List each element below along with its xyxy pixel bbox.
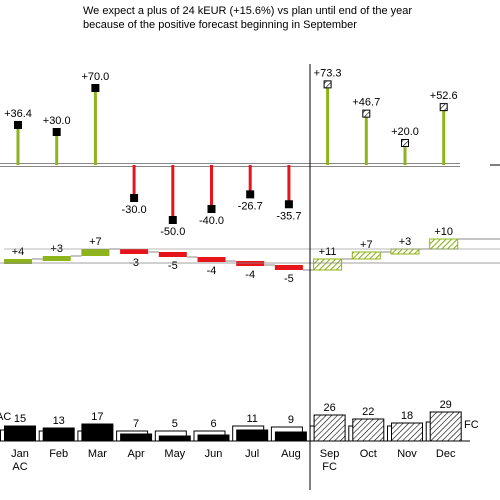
- pin-label: +46.7: [352, 97, 380, 109]
- waterfall-bar: [429, 238, 459, 250]
- pin-label: -30.0: [122, 204, 147, 216]
- waterfall-label: +10: [434, 226, 453, 238]
- pin-head: [439, 103, 448, 112]
- waterfall-bar: [42, 256, 71, 261]
- value-label: 6: [210, 418, 216, 430]
- pin-head: [284, 200, 293, 209]
- value-bar: [391, 422, 423, 442]
- waterfall-label: +11: [319, 246, 337, 258]
- waterfall-label: +7: [360, 239, 373, 251]
- category-label: Jan: [11, 448, 29, 460]
- monthly-bars: 15 13 17 7 5 6 11 9 26 22 18 29 AC FC: [0, 399, 479, 442]
- pin-label: +30.0: [43, 115, 71, 127]
- waterfall-bar: [4, 259, 32, 264]
- value-bar: [352, 418, 385, 442]
- value-label: 13: [53, 415, 65, 427]
- value-bar: [236, 429, 269, 442]
- waterfall-bar: [81, 249, 110, 256]
- pin-head: [323, 80, 332, 89]
- value-bar: [313, 414, 346, 442]
- category-label: May: [164, 448, 185, 460]
- waterfall-bar: [158, 252, 187, 257]
- pin-label: +70.0: [81, 71, 109, 83]
- value-bar: [158, 435, 191, 442]
- waterfall-label: +4: [12, 246, 25, 258]
- value-label: 22: [362, 406, 374, 418]
- category-label: Oct: [360, 448, 377, 460]
- category-label: Mar: [88, 448, 107, 460]
- pin-label: +73.3: [314, 67, 342, 79]
- waterfall-label: -5: [168, 260, 178, 272]
- value-bar: [81, 423, 114, 442]
- category-label: Nov: [397, 448, 417, 460]
- pin-label: -26.7: [238, 200, 263, 212]
- waterfall-bar: [274, 265, 303, 270]
- value-label: 29: [440, 399, 452, 411]
- headline-line-1: We expect a plus of 24 kEUR (+15.6%) vs …: [83, 5, 412, 17]
- pin-label: -35.7: [276, 210, 301, 222]
- value-label: 18: [401, 410, 413, 422]
- value-label: 9: [288, 414, 294, 426]
- category-label: Jul: [245, 448, 259, 460]
- value-label: 17: [91, 411, 103, 423]
- category-label: Aug: [281, 448, 301, 460]
- pin-label: +52.6: [430, 90, 458, 102]
- waterfall-bar: [390, 248, 420, 255]
- waterfall-label: +3: [399, 236, 412, 248]
- waterfall-label: -4: [245, 269, 255, 281]
- waterfall-bar: [313, 258, 343, 271]
- pin-head: [207, 205, 216, 213]
- value-bar: [4, 425, 36, 442]
- waterfall-label: -4: [207, 265, 217, 277]
- pin-label: -50.0: [160, 226, 185, 238]
- waterfall-bar: [351, 251, 381, 260]
- tag-ac-left: AC: [0, 411, 11, 423]
- pin-label: +20.0: [391, 126, 419, 138]
- value-label: 5: [172, 418, 178, 430]
- category-label: Feb: [49, 448, 68, 460]
- value-label: 26: [323, 402, 335, 414]
- value-bar: [274, 431, 307, 442]
- category-label: Jun: [205, 448, 223, 460]
- value-label: 7: [133, 418, 139, 430]
- waterfall-label: -5: [284, 273, 294, 285]
- pin-head: [168, 216, 177, 224]
- value-label: 15: [14, 413, 26, 425]
- waterfall-label: +7: [89, 236, 102, 248]
- value-bar: [120, 433, 153, 442]
- category-label: Dec: [436, 448, 456, 460]
- pin-label: -40.0: [199, 215, 224, 227]
- tag-fc-right: FC: [464, 419, 479, 431]
- value-bar: [197, 434, 230, 442]
- pin-head: [362, 109, 371, 118]
- pin-head: [91, 84, 100, 92]
- pin-head: [52, 128, 61, 136]
- pin-head: [14, 120, 22, 129]
- headline-line-2: because of the positive forecast beginni…: [83, 19, 357, 31]
- category-sublabel: AC: [12, 461, 27, 473]
- cumulative-waterfall: +4 +3+7-3 -5 -4 -4 -5+11+7 +3+10: [0, 226, 500, 285]
- waterfall-bar: [197, 257, 226, 262]
- category-sublabel: FC: [322, 461, 337, 473]
- pin-head: [130, 194, 139, 202]
- pin-label: +36.4: [4, 108, 32, 120]
- value-bar: [429, 411, 462, 442]
- value-label: 11: [246, 413, 257, 425]
- pin-head: [401, 139, 409, 147]
- pin-head: [246, 190, 255, 199]
- category-label: Sep: [320, 448, 340, 460]
- category-label: Apr: [128, 448, 145, 460]
- waterfall-bar: [120, 249, 149, 254]
- variance-pins: +36.4 +30.0 +70.0 -30.0 -50.0 -40.0 -26.7 -35.7…: [0, 67, 500, 238]
- value-bar: [42, 427, 75, 442]
